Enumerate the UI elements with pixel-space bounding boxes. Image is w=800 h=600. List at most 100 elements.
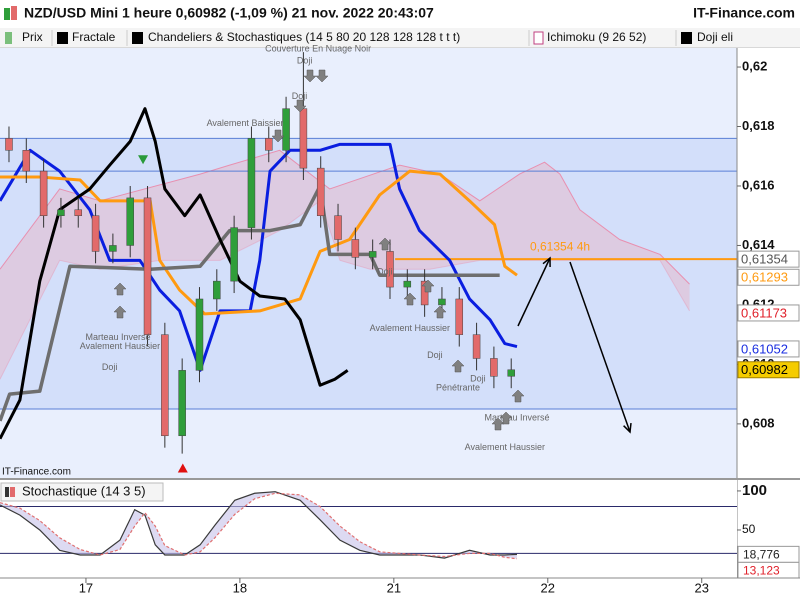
pattern-arrow [293, 99, 307, 113]
candle-body [91, 215, 100, 252]
y-tick-label: 0,616 [742, 177, 775, 192]
candle-body [195, 298, 204, 371]
pattern-arrow [499, 411, 513, 425]
fractal [138, 155, 149, 165]
price-label: 0,60982 [741, 362, 788, 377]
candle-body [247, 138, 256, 228]
trend-arrow [517, 257, 551, 327]
candle-body [161, 334, 169, 437]
y-tick-label: 50 [742, 522, 756, 536]
pattern-arrow [303, 69, 317, 83]
x-tick-label: 17 [79, 580, 93, 595]
pattern-arrow [491, 417, 505, 431]
y-tick-label: 100 [742, 482, 767, 499]
candle-body [5, 138, 13, 151]
candle-body [403, 280, 412, 288]
candle-body [455, 298, 464, 335]
pattern-label: Doji [292, 91, 308, 101]
candle-body [438, 298, 446, 306]
pattern-label: Avalement Baissier [207, 118, 284, 128]
pattern-arrow [271, 129, 285, 143]
trend-arrow-head [542, 256, 551, 268]
legend-icon[interactable] [57, 32, 68, 44]
header-icon [4, 8, 10, 20]
pattern-label: Pénétrante [436, 383, 480, 393]
watermark: IT-Finance.com [2, 467, 71, 478]
stoch-line [0, 491, 518, 559]
candle-body [507, 369, 515, 377]
price-label-box [737, 340, 800, 358]
pattern-arrow [451, 359, 465, 373]
price-label-box [737, 304, 800, 322]
candle-body [22, 150, 31, 172]
y-tick-label: 0,62 [742, 58, 767, 73]
candle-body [57, 209, 65, 216]
legend-entry[interactable]: Doji eli [697, 30, 733, 44]
backgrounds [0, 0, 800, 49]
candle-body [143, 197, 152, 335]
pattern-label: Avalement Haussier [465, 442, 545, 452]
price-label: 0,61293 [741, 270, 788, 285]
stoch-title: Stochastique (14 3 5) [22, 483, 146, 498]
indicator-line [0, 107, 349, 440]
stoch-label: 18,776 [743, 548, 780, 562]
indicator-line [0, 142, 518, 372]
candle-body [316, 167, 325, 216]
candle-body [126, 197, 134, 246]
candle-body [299, 108, 308, 169]
candle-body [386, 251, 394, 288]
candle-body [368, 251, 377, 258]
pattern-arrow [403, 292, 417, 306]
source: IT-Finance.com [693, 5, 795, 21]
legend-icon[interactable] [533, 31, 544, 45]
ichimoku-cloud [0, 150, 690, 380]
pattern-arrow [421, 279, 435, 293]
candle-body [265, 138, 273, 151]
x-tick-label: 22 [541, 580, 555, 595]
pattern-label: Marteau Inversé [86, 332, 151, 342]
pattern-label: Avalement Haussier [370, 323, 450, 333]
legend-icon[interactable] [5, 32, 12, 44]
indicator-line [0, 184, 500, 422]
chart-title: NZD/USD Mini 1 heure 0,60982 (-1,09 %) 2… [24, 5, 434, 21]
candle-body [178, 370, 186, 437]
stoch-legend-box [0, 482, 164, 502]
pattern-arrow [113, 282, 127, 296]
candle-body [472, 334, 481, 359]
legend-entry[interactable]: Chandeliers & Stochastiques (14 5 80 20 … [148, 30, 460, 44]
pattern-arrow [315, 69, 329, 83]
legend-icon[interactable] [132, 32, 143, 44]
price-label-box [737, 361, 800, 379]
header-bg [0, 0, 800, 28]
x-tick-label: 23 [694, 580, 708, 595]
x-tick-label: 21 [387, 580, 401, 595]
candle-body [420, 280, 429, 306]
candle-body [334, 215, 342, 240]
pattern-label: Doji [102, 362, 118, 372]
separator [0, 478, 800, 480]
legend-entry[interactable]: Fractale [72, 30, 116, 44]
legend-icon[interactable] [681, 32, 692, 44]
candle-body [39, 170, 48, 216]
candle-body [74, 209, 83, 216]
pattern-label: Marteau Inversé [484, 412, 549, 422]
candle-body [109, 245, 117, 252]
pattern-arrow [511, 389, 525, 403]
candle-body [213, 280, 221, 300]
x-tick-label: 18 [233, 580, 247, 595]
legend-entry[interactable]: Ichimoku (9 26 52) [547, 30, 646, 44]
candle-body [490, 358, 498, 377]
pattern-label: Doji [377, 267, 393, 277]
fractal [177, 463, 188, 473]
y-tick-label: 0,614 [742, 237, 775, 252]
indicator-line [0, 169, 518, 316]
candle-body [230, 227, 238, 282]
legend-entry[interactable]: Prix [22, 30, 43, 44]
legend-bar [0, 28, 800, 48]
x-axis-bg [0, 578, 800, 600]
price-label: 0,61173 [741, 305, 787, 320]
price-label: 0,61354 [741, 252, 788, 267]
pattern-arrow [433, 305, 447, 319]
